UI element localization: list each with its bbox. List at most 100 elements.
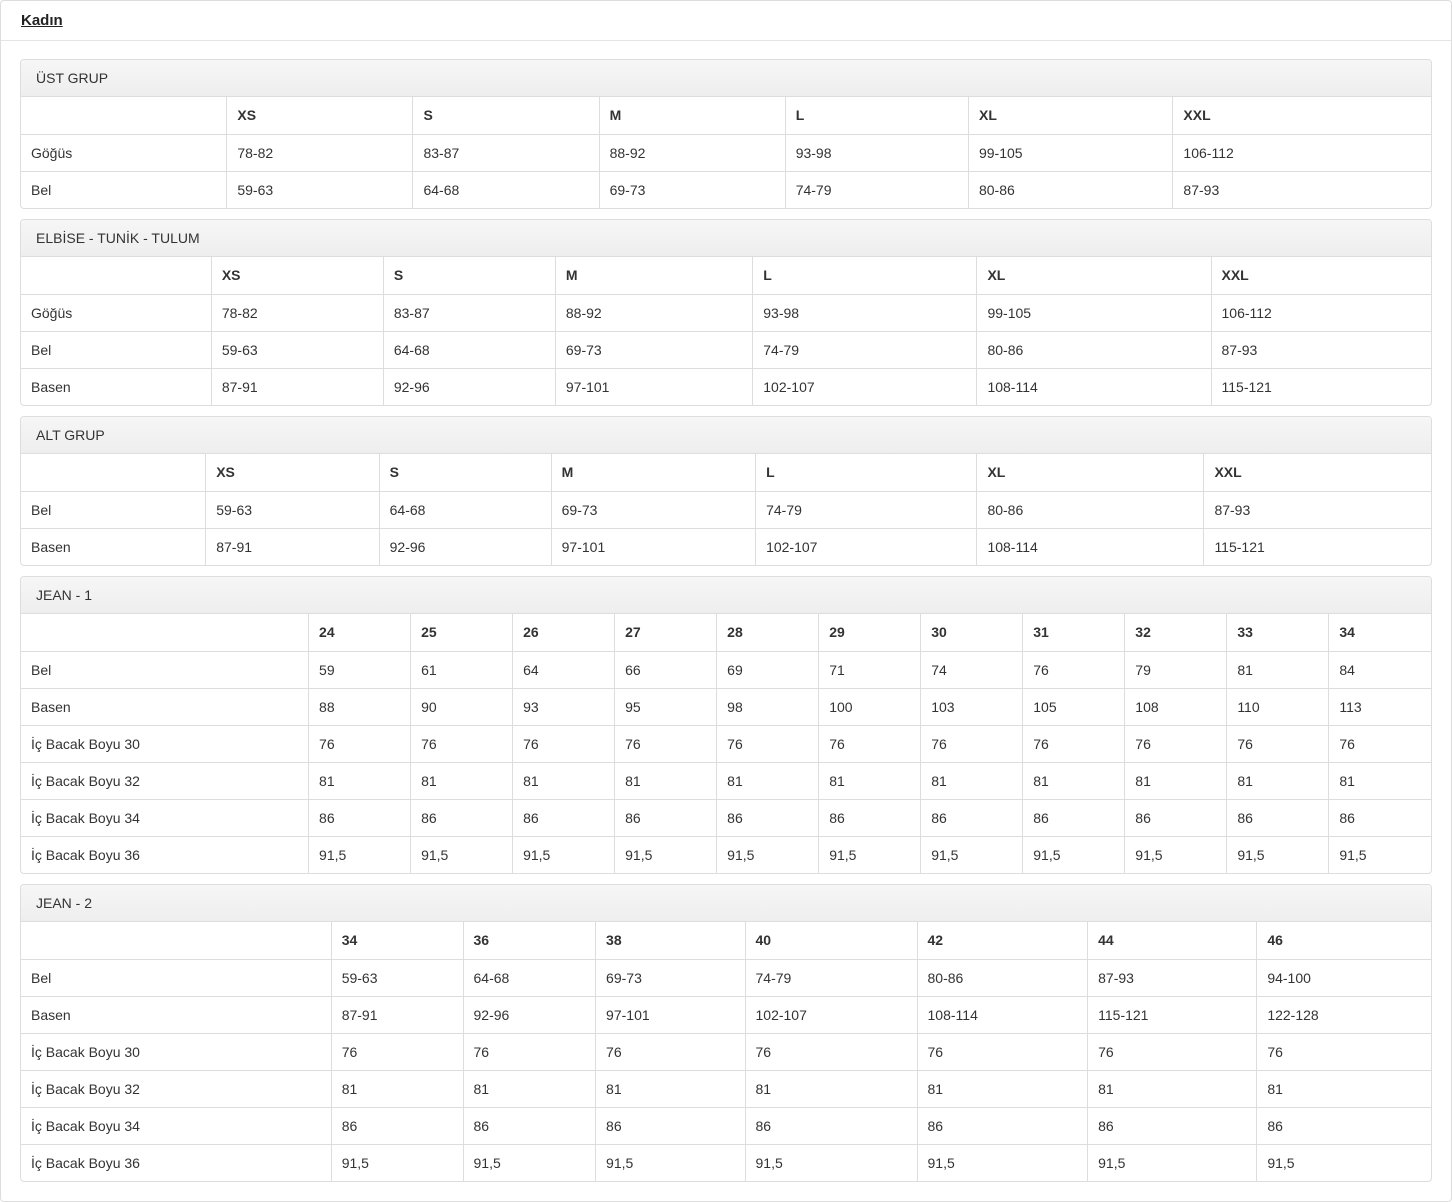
value-cell: 80-86 bbox=[916, 958, 1089, 997]
value-cell: 91,5 bbox=[595, 1143, 746, 1181]
value-cell: 86 bbox=[920, 798, 1024, 837]
page-header: Kadın bbox=[1, 1, 1451, 41]
value-cell: 102-107 bbox=[755, 527, 978, 565]
value-cell: 102-107 bbox=[744, 995, 918, 1034]
value-cell: 86 bbox=[1256, 1106, 1431, 1145]
value-cell: 86 bbox=[1124, 798, 1228, 837]
value-cell: 69-73 bbox=[554, 330, 754, 369]
value-cell: 76 bbox=[330, 1032, 464, 1071]
value-cell: 94-100 bbox=[1256, 958, 1431, 997]
column-header-cell: 31 bbox=[1022, 614, 1126, 652]
column-header-cell: XL bbox=[976, 454, 1205, 492]
value-cell: 81 bbox=[1256, 1069, 1431, 1108]
value-cell: 81 bbox=[512, 761, 616, 800]
row-label-cell: Bel bbox=[21, 650, 310, 689]
column-header-cell: 44 bbox=[1087, 922, 1258, 960]
value-cell: 84 bbox=[1328, 650, 1431, 689]
value-cell: 81 bbox=[308, 761, 412, 800]
value-cell: 103 bbox=[920, 687, 1024, 726]
value-cell: 86 bbox=[462, 1106, 597, 1145]
value-cell: 110 bbox=[1226, 687, 1330, 726]
value-cell: 74-79 bbox=[752, 330, 978, 369]
value-cell: 81 bbox=[818, 761, 922, 800]
value-cell: 91,5 bbox=[1087, 1143, 1258, 1181]
value-cell: 76 bbox=[410, 724, 514, 763]
column-header-cell: 36 bbox=[462, 922, 597, 960]
column-header-cell: 38 bbox=[595, 922, 746, 960]
column-header-cell bbox=[21, 454, 207, 492]
value-cell: 115-121 bbox=[1087, 995, 1258, 1034]
value-cell: 81 bbox=[410, 761, 514, 800]
header-row: XS S M L XL XXL bbox=[21, 454, 1431, 492]
column-header-cell: XS bbox=[210, 257, 384, 295]
value-cell: 83-87 bbox=[412, 133, 600, 172]
value-cell: 76 bbox=[1256, 1032, 1431, 1071]
value-cell: 91,5 bbox=[1022, 835, 1126, 873]
row-label-cell: İç Bacak Boyu 30 bbox=[21, 1032, 332, 1071]
table-row: Basen 87-91 92-96 97-101 102-107 108-114 115-1… bbox=[21, 995, 1431, 1034]
value-cell: 91,5 bbox=[744, 1143, 918, 1181]
value-cell: 76 bbox=[818, 724, 922, 763]
value-cell: 93 bbox=[512, 687, 616, 726]
value-cell: 97-101 bbox=[554, 367, 754, 405]
table-row: Basen 87-91 92-96 97-101 102-107 108-114 115-1… bbox=[21, 367, 1431, 405]
value-cell: 74-79 bbox=[784, 170, 969, 208]
value-cell: 122-128 bbox=[1256, 995, 1431, 1034]
value-cell: 91,5 bbox=[818, 835, 922, 873]
value-cell: 86 bbox=[1087, 1106, 1258, 1145]
value-cell: 100 bbox=[818, 687, 922, 726]
value-cell: 91,5 bbox=[614, 835, 718, 873]
column-header-cell: 24 bbox=[308, 614, 412, 652]
column-header-cell: S bbox=[412, 97, 600, 135]
value-cell: 81 bbox=[1226, 761, 1330, 800]
value-cell: 81 bbox=[1328, 761, 1431, 800]
size-table: 24 25 26 27 28 29 30 31 32 33 34 Bel 59 61 64 66 69 71 74 7… bbox=[21, 614, 1431, 873]
sections-container: ÜST GRUP XS S M L XL XXL Göğüs 78-82 83-87 88-92 93… bbox=[1, 41, 1451, 1201]
value-cell: 81 bbox=[1226, 650, 1330, 689]
column-header-cell: M bbox=[598, 97, 786, 135]
value-cell: 108 bbox=[1124, 687, 1228, 726]
value-cell: 106-112 bbox=[1210, 293, 1431, 332]
value-cell: 76 bbox=[1022, 724, 1126, 763]
value-cell: 76 bbox=[744, 1032, 918, 1071]
table-row: Bel 59 61 64 66 69 71 74 76 79 81 84 bbox=[21, 650, 1431, 689]
value-cell: 91,5 bbox=[1124, 835, 1228, 873]
row-label-cell: Bel bbox=[21, 490, 207, 529]
column-header-cell: XS bbox=[226, 97, 414, 135]
column-header-cell: 34 bbox=[1328, 614, 1431, 652]
kadin-tab-link[interactable]: Kadın bbox=[21, 12, 63, 29]
value-cell: 76 bbox=[716, 724, 820, 763]
column-header-cell: L bbox=[755, 454, 978, 492]
column-header-cell: XL bbox=[967, 97, 1174, 135]
value-cell: 88 bbox=[308, 687, 412, 726]
row-label-cell: İç Bacak Boyu 32 bbox=[21, 1069, 332, 1108]
column-header-cell bbox=[21, 97, 228, 135]
header-row: XS S M L XL XXL bbox=[21, 97, 1431, 135]
value-cell: 88-92 bbox=[598, 133, 786, 172]
row-label-cell: İç Bacak Boyu 36 bbox=[21, 835, 310, 873]
value-cell: 81 bbox=[744, 1069, 918, 1108]
value-cell: 78-82 bbox=[210, 293, 384, 332]
value-cell: 91,5 bbox=[462, 1143, 597, 1181]
row-label-cell: İç Bacak Boyu 32 bbox=[21, 761, 310, 800]
value-cell: 86 bbox=[916, 1106, 1089, 1145]
value-cell: 83-87 bbox=[382, 293, 556, 332]
value-cell: 87-91 bbox=[330, 995, 464, 1034]
row-label-cell: Bel bbox=[21, 330, 212, 369]
value-cell: 69 bbox=[716, 650, 820, 689]
section-panel-3: ALT GRUP XS S M L XL XXL Bel 59-63 64-68 69-73 74-7… bbox=[20, 416, 1432, 566]
value-cell: 76 bbox=[308, 724, 412, 763]
header-row: 24 25 26 27 28 29 30 31 32 33 34 bbox=[21, 614, 1431, 652]
table-row: İç Bacak Boyu 32 81 81 81 81 81 81 81 bbox=[21, 1069, 1431, 1108]
value-cell: 80-86 bbox=[976, 330, 1212, 369]
value-cell: 76 bbox=[920, 724, 1024, 763]
value-cell: 80-86 bbox=[967, 170, 1174, 208]
value-cell: 95 bbox=[614, 687, 718, 726]
table-row: İç Bacak Boyu 30 76 76 76 76 76 76 76 76 76 76 76 bbox=[21, 724, 1431, 763]
table-row: Bel 59-63 64-68 69-73 74-79 80-86 87-93 bbox=[21, 330, 1431, 369]
row-label-cell: Basen bbox=[21, 527, 207, 565]
value-cell: 86 bbox=[1328, 798, 1431, 837]
row-label-cell: Göğüs bbox=[21, 293, 212, 332]
column-header-cell: M bbox=[550, 454, 757, 492]
value-cell: 93-98 bbox=[752, 293, 978, 332]
